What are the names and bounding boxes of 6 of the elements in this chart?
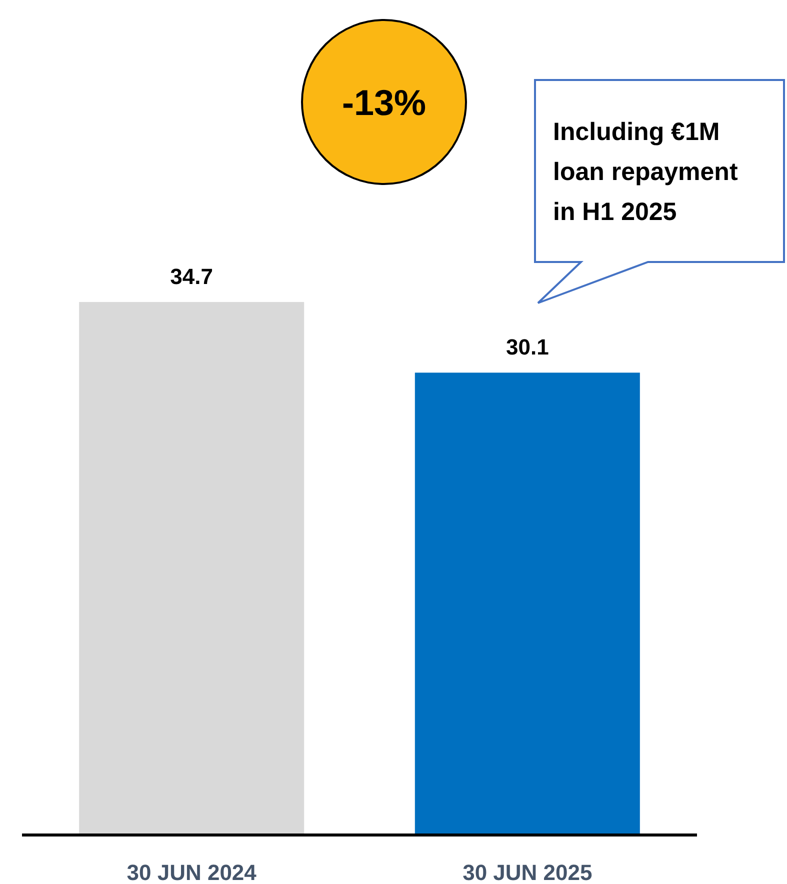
data-label: 30.1 bbox=[506, 334, 549, 360]
text: -13% bbox=[342, 82, 426, 123]
x-tick-label: 30 JUN 2025 bbox=[462, 860, 592, 884]
text: Including €1M loan repayment in H1 2025 bbox=[553, 118, 738, 226]
data-label: 34.7 bbox=[170, 264, 214, 289]
x-tick-label: 30 JUN 2024 bbox=[126, 860, 258, 884]
